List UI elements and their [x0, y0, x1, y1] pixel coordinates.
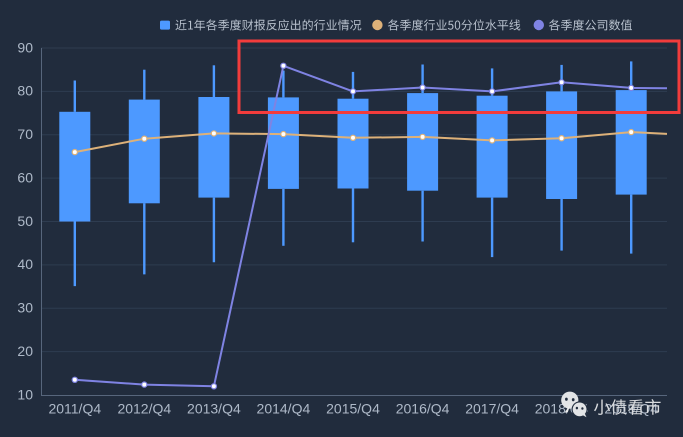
- svg-text:2013/Q4: 2013/Q4: [187, 401, 241, 417]
- svg-text:2012/Q4: 2012/Q4: [117, 401, 171, 417]
- svg-text:2011/Q4: 2011/Q4: [48, 401, 101, 417]
- svg-text:90: 90: [17, 39, 33, 55]
- svg-text:70: 70: [17, 126, 33, 142]
- svg-text:30: 30: [17, 300, 33, 316]
- svg-text:2015/Q4: 2015/Q4: [326, 401, 380, 417]
- svg-text:50: 50: [17, 213, 33, 229]
- svg-text:80: 80: [17, 83, 33, 99]
- svg-text:2016/Q4: 2016/Q4: [396, 401, 450, 417]
- svg-text:2014/Q4: 2014/Q4: [257, 401, 311, 417]
- svg-text:10: 10: [17, 386, 33, 402]
- svg-text:60: 60: [17, 169, 33, 185]
- svg-text:40: 40: [17, 256, 33, 272]
- svg-text:2017/Q4: 2017/Q4: [465, 401, 519, 417]
- svg-text:20: 20: [17, 343, 33, 359]
